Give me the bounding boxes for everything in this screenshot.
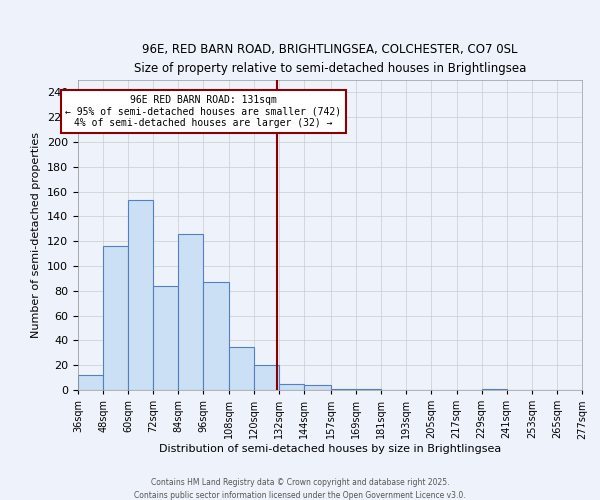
Bar xyxy=(229,346,254,390)
Text: Contains HM Land Registry data © Crown copyright and database right 2025.
Contai: Contains HM Land Registry data © Crown c… xyxy=(134,478,466,500)
Bar xyxy=(78,375,103,390)
Bar xyxy=(103,246,128,390)
Title: 96E, RED BARN ROAD, BRIGHTLINGSEA, COLCHESTER, CO7 0SL
Size of property relative: 96E, RED BARN ROAD, BRIGHTLINGSEA, COLCH… xyxy=(134,42,526,74)
Bar xyxy=(254,365,279,390)
X-axis label: Distribution of semi-detached houses by size in Brightlingsea: Distribution of semi-detached houses by … xyxy=(159,444,501,454)
Bar xyxy=(153,286,178,390)
Bar xyxy=(356,389,381,390)
Text: 96E RED BARN ROAD: 131sqm
← 95% of semi-detached houses are smaller (742)
4% of : 96E RED BARN ROAD: 131sqm ← 95% of semi-… xyxy=(65,95,341,128)
Bar xyxy=(178,234,203,390)
Bar xyxy=(331,389,356,390)
Bar xyxy=(279,384,304,390)
Bar xyxy=(128,200,153,390)
Y-axis label: Number of semi-detached properties: Number of semi-detached properties xyxy=(31,132,41,338)
Bar xyxy=(482,389,507,390)
Bar xyxy=(304,385,331,390)
Bar xyxy=(203,282,229,390)
